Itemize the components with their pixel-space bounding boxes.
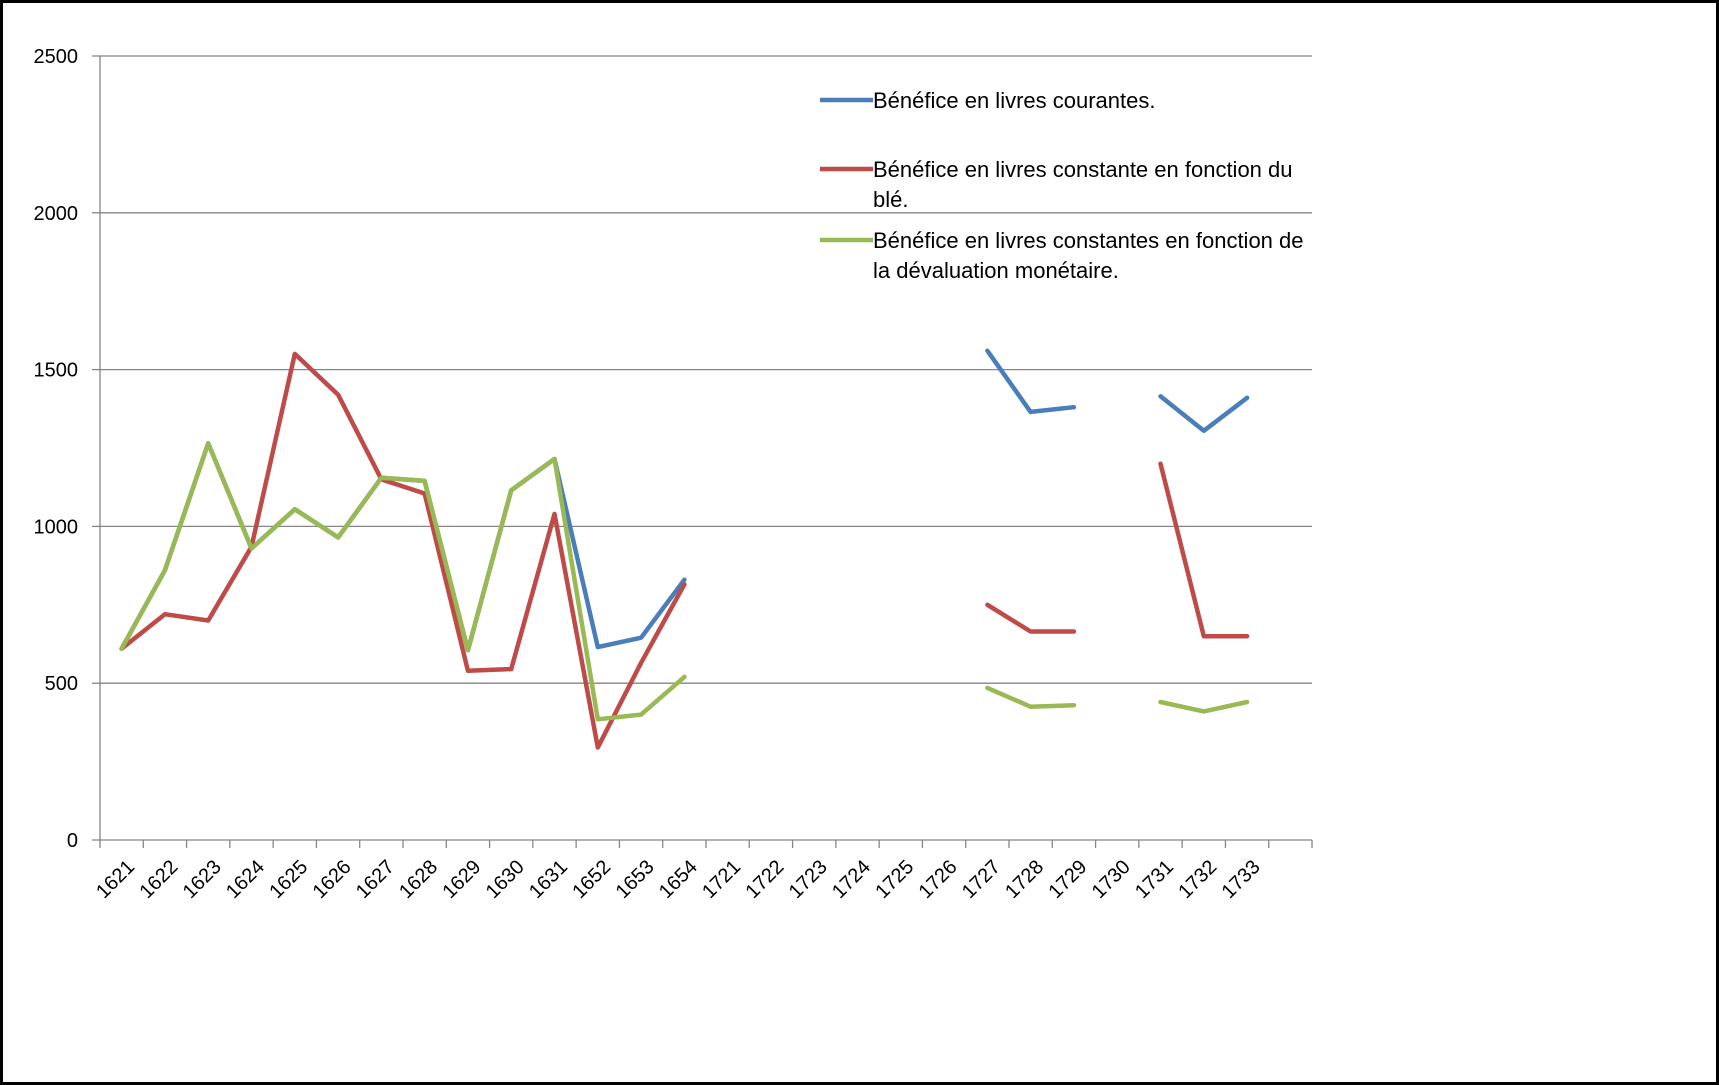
x-tick-label: 1726: [915, 856, 962, 903]
x-tick-label: 1723: [785, 856, 832, 903]
x-tick-label: 1623: [179, 856, 226, 903]
x-tick-label: 1622: [135, 856, 182, 903]
x-tick-label: 1731: [1131, 856, 1178, 903]
x-tick-label: 1626: [309, 856, 356, 903]
series-line-1: [1158, 394, 1250, 434]
series-line-3: [119, 441, 687, 722]
series-line-3: [985, 685, 1077, 709]
legend-label-1: Bénéfice en livres courantes.: [873, 88, 1156, 113]
x-tick-label: 1733: [1218, 856, 1265, 903]
x-tick-label: 1728: [1001, 856, 1048, 903]
series-line-2: [985, 602, 1077, 634]
series-line-2: [1158, 461, 1250, 639]
x-tick-label: 1621: [92, 856, 139, 903]
legend-label-2: Bénéfice en livres constante en fonction…: [873, 157, 1293, 182]
x-tick-label: 1630: [482, 856, 529, 903]
legend-label-2: blé.: [873, 187, 908, 212]
x-tick-label: 1730: [1088, 856, 1135, 903]
x-tick-label: 1652: [568, 856, 615, 903]
x-tick-label: 1653: [612, 856, 659, 903]
x-tick-label: 1732: [1174, 856, 1221, 903]
y-tick-label: 2500: [34, 46, 79, 68]
x-tick-label: 1625: [265, 856, 312, 903]
x-tick-label: 1727: [958, 856, 1005, 903]
series-line-1: [985, 348, 1077, 415]
y-tick-label: 1500: [34, 360, 79, 382]
x-tick-label: 1654: [655, 856, 702, 903]
x-tick-label: 1725: [871, 856, 918, 903]
legend-label-3: Bénéfice en livres constantes en fonctio…: [873, 228, 1304, 253]
x-tick-label: 1629: [438, 856, 485, 903]
series-line-2: [119, 351, 687, 750]
x-tick-label: 1724: [828, 856, 875, 903]
series-line-3: [1158, 699, 1250, 714]
legend-label-3: la dévaluation monétaire.: [873, 258, 1119, 283]
x-tick-label: 1624: [222, 856, 269, 903]
x-tick-label: 1628: [395, 856, 442, 903]
y-tick-label: 2000: [34, 203, 79, 225]
y-tick-label: 500: [45, 673, 78, 695]
x-tick-label: 1729: [1044, 856, 1091, 903]
x-tick-label: 1722: [741, 856, 788, 903]
x-tick-label: 1721: [698, 856, 745, 903]
x-tick-label: 1627: [352, 856, 399, 903]
y-tick-label: 1000: [34, 516, 79, 538]
y-tick-label: 0: [67, 830, 78, 852]
x-tick-label: 1631: [525, 856, 572, 903]
